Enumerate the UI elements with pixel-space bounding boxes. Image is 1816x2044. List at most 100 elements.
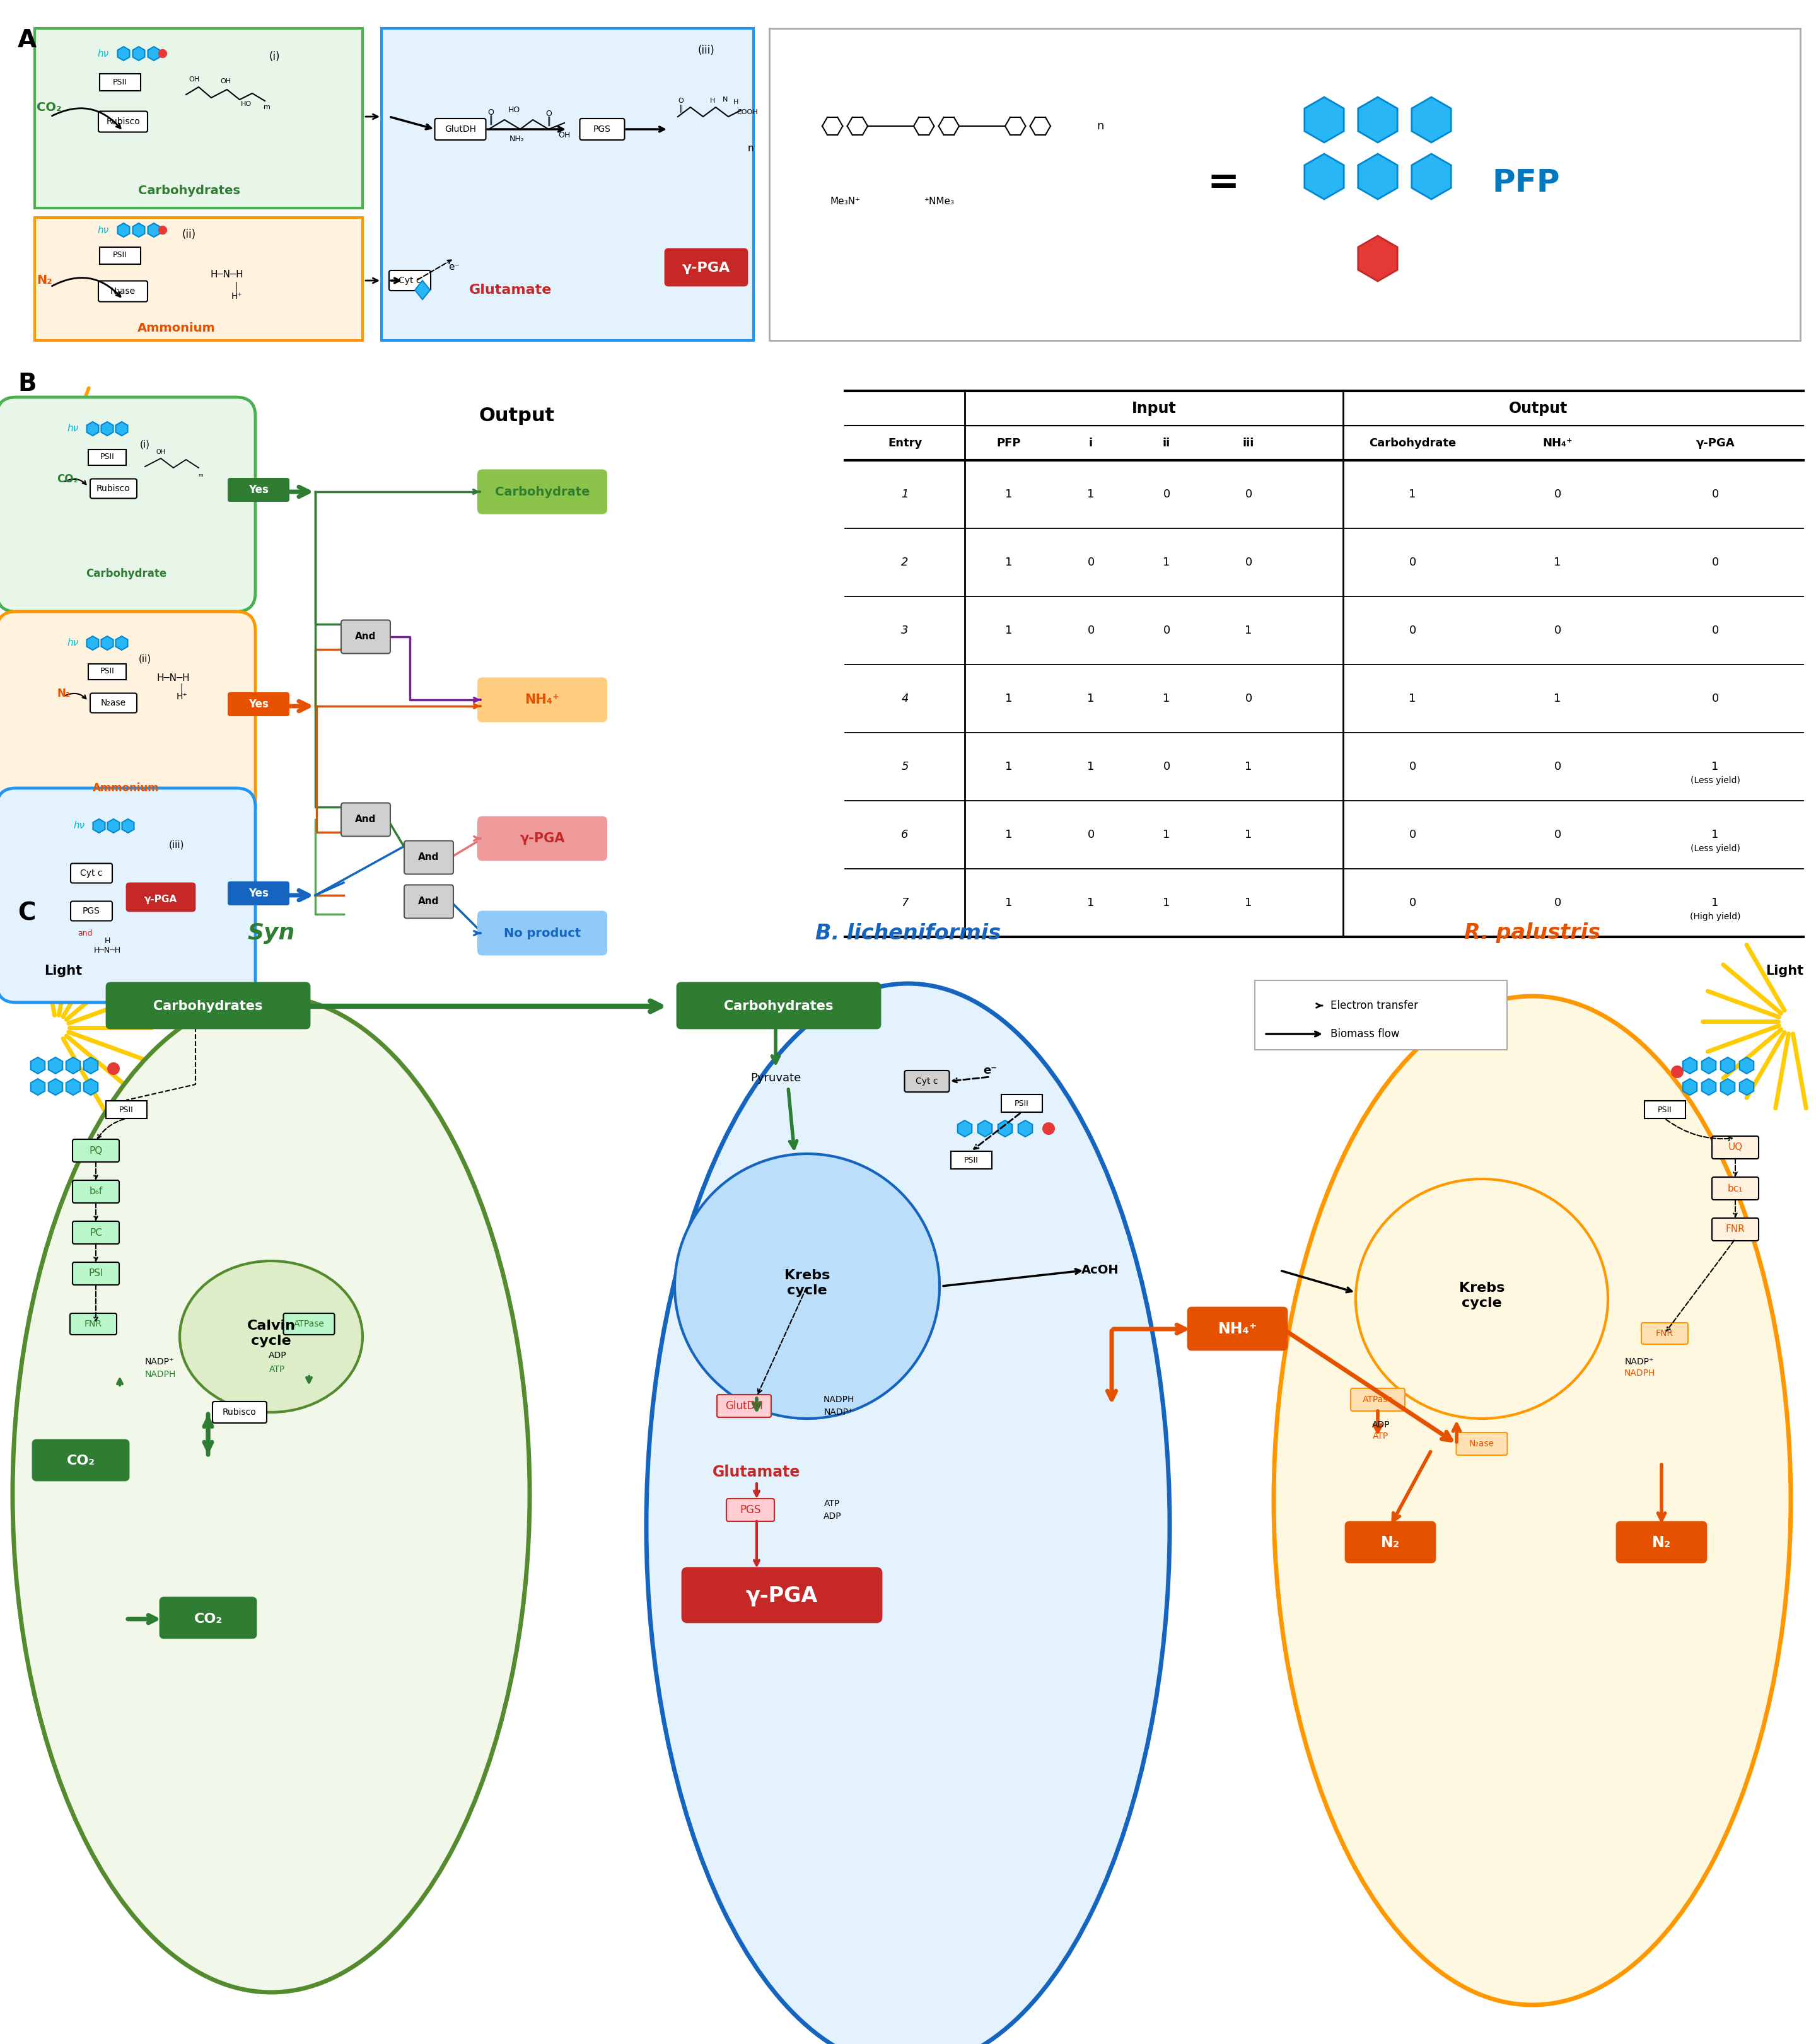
Text: 1: 1 bbox=[1162, 693, 1170, 705]
FancyBboxPatch shape bbox=[73, 1263, 120, 1286]
Polygon shape bbox=[87, 636, 98, 650]
Polygon shape bbox=[84, 1057, 98, 1073]
Text: 0: 0 bbox=[1088, 556, 1095, 568]
Text: 1: 1 bbox=[1246, 897, 1251, 908]
Text: 0: 0 bbox=[1711, 693, 1718, 705]
Text: OH: OH bbox=[156, 450, 165, 456]
Polygon shape bbox=[1720, 1079, 1734, 1096]
Text: hν: hν bbox=[98, 225, 109, 235]
Bar bbox=[100, 247, 140, 264]
Text: Electron transfer: Electron transfer bbox=[1331, 1000, 1418, 1012]
Text: PSI: PSI bbox=[89, 1269, 104, 1278]
Polygon shape bbox=[102, 636, 113, 650]
Text: 0: 0 bbox=[1554, 830, 1562, 840]
Text: Rubisco: Rubisco bbox=[96, 484, 131, 493]
Text: N₂: N₂ bbox=[36, 274, 53, 286]
Text: 0: 0 bbox=[1162, 489, 1170, 501]
Text: 1: 1 bbox=[1088, 897, 1095, 908]
Text: 1: 1 bbox=[1006, 625, 1013, 636]
Text: 1: 1 bbox=[1162, 830, 1170, 840]
Polygon shape bbox=[107, 820, 120, 832]
Text: Carbohydrates: Carbohydrates bbox=[153, 1000, 263, 1012]
Polygon shape bbox=[133, 47, 145, 61]
Polygon shape bbox=[147, 223, 160, 237]
Text: 2: 2 bbox=[901, 556, 908, 568]
Text: (Less yield): (Less yield) bbox=[1691, 777, 1740, 785]
FancyBboxPatch shape bbox=[579, 119, 625, 139]
Polygon shape bbox=[957, 1120, 972, 1136]
Text: 1: 1 bbox=[1006, 489, 1013, 501]
Ellipse shape bbox=[1357, 1179, 1607, 1419]
Text: N₂ase: N₂ase bbox=[102, 699, 125, 707]
Polygon shape bbox=[1411, 98, 1451, 143]
Text: Input: Input bbox=[1131, 401, 1177, 417]
Text: Output: Output bbox=[1509, 401, 1567, 417]
Text: NADP⁺: NADP⁺ bbox=[824, 1408, 854, 1416]
Text: 0: 0 bbox=[1409, 897, 1416, 908]
Text: CO₂: CO₂ bbox=[56, 474, 78, 484]
Text: hν: hν bbox=[67, 423, 78, 433]
Text: ₘ: ₘ bbox=[198, 470, 203, 478]
Polygon shape bbox=[65, 1079, 80, 1096]
Text: And: And bbox=[356, 816, 376, 824]
Text: Carbohydrate: Carbohydrate bbox=[1369, 437, 1456, 450]
Polygon shape bbox=[93, 820, 105, 832]
Text: │: │ bbox=[234, 282, 240, 292]
Polygon shape bbox=[87, 421, 98, 435]
Polygon shape bbox=[1358, 98, 1398, 143]
FancyBboxPatch shape bbox=[478, 912, 607, 955]
Text: And: And bbox=[418, 852, 439, 863]
Text: 1: 1 bbox=[1162, 556, 1170, 568]
FancyBboxPatch shape bbox=[405, 885, 454, 918]
Text: NADP⁺: NADP⁺ bbox=[1625, 1357, 1654, 1365]
Text: PSII: PSII bbox=[100, 454, 114, 462]
Polygon shape bbox=[1683, 1079, 1696, 1096]
FancyBboxPatch shape bbox=[1712, 1218, 1758, 1241]
Text: PSII: PSII bbox=[964, 1157, 979, 1165]
Text: 4: 4 bbox=[901, 693, 908, 705]
Text: ATP: ATP bbox=[269, 1365, 285, 1374]
Text: ADP: ADP bbox=[1371, 1421, 1389, 1429]
Text: Calvin
cycle: Calvin cycle bbox=[247, 1320, 296, 1347]
Text: B. licheniformis: B. licheniformis bbox=[815, 922, 1001, 944]
Polygon shape bbox=[1740, 1079, 1754, 1096]
Text: And: And bbox=[356, 632, 376, 642]
Text: 1: 1 bbox=[1006, 556, 1013, 568]
Text: 1: 1 bbox=[1246, 760, 1251, 773]
Text: 1: 1 bbox=[1409, 489, 1416, 501]
Text: NH₄⁺: NH₄⁺ bbox=[525, 693, 559, 705]
Text: PGS: PGS bbox=[84, 908, 100, 916]
Text: 0: 0 bbox=[1246, 556, 1251, 568]
Text: hν: hν bbox=[98, 49, 109, 59]
Text: Pyruvate: Pyruvate bbox=[750, 1073, 801, 1083]
Text: 0: 0 bbox=[1554, 897, 1562, 908]
Text: Glutamate: Glutamate bbox=[469, 284, 552, 296]
Text: 0: 0 bbox=[1409, 625, 1416, 636]
Text: Carbohydrates: Carbohydrates bbox=[138, 184, 240, 196]
Polygon shape bbox=[1358, 235, 1398, 282]
FancyBboxPatch shape bbox=[91, 693, 136, 713]
Text: ii: ii bbox=[1162, 437, 1170, 450]
Text: and: and bbox=[78, 930, 93, 938]
Text: PSII: PSII bbox=[1658, 1106, 1673, 1114]
FancyBboxPatch shape bbox=[127, 883, 194, 912]
Text: (i): (i) bbox=[140, 439, 151, 450]
Text: UQ: UQ bbox=[1729, 1143, 1743, 1153]
Text: 5: 5 bbox=[901, 760, 908, 773]
Text: PGS: PGS bbox=[739, 1504, 761, 1517]
Text: Krebs
cycle: Krebs cycle bbox=[785, 1269, 830, 1296]
Text: Carbohydrates: Carbohydrates bbox=[725, 1000, 834, 1012]
Bar bbox=[89, 450, 125, 464]
Text: │: │ bbox=[180, 683, 183, 693]
Text: 1: 1 bbox=[1006, 760, 1013, 773]
Text: PC: PC bbox=[89, 1228, 102, 1237]
Text: FNR: FNR bbox=[85, 1320, 102, 1329]
FancyBboxPatch shape bbox=[341, 803, 390, 836]
Circle shape bbox=[107, 1063, 120, 1075]
FancyBboxPatch shape bbox=[726, 1498, 774, 1521]
Text: Rubisco: Rubisco bbox=[223, 1408, 256, 1416]
Text: PSII: PSII bbox=[100, 666, 114, 677]
Polygon shape bbox=[1358, 153, 1398, 198]
Text: H: H bbox=[734, 98, 739, 106]
Text: 1: 1 bbox=[1554, 693, 1562, 705]
